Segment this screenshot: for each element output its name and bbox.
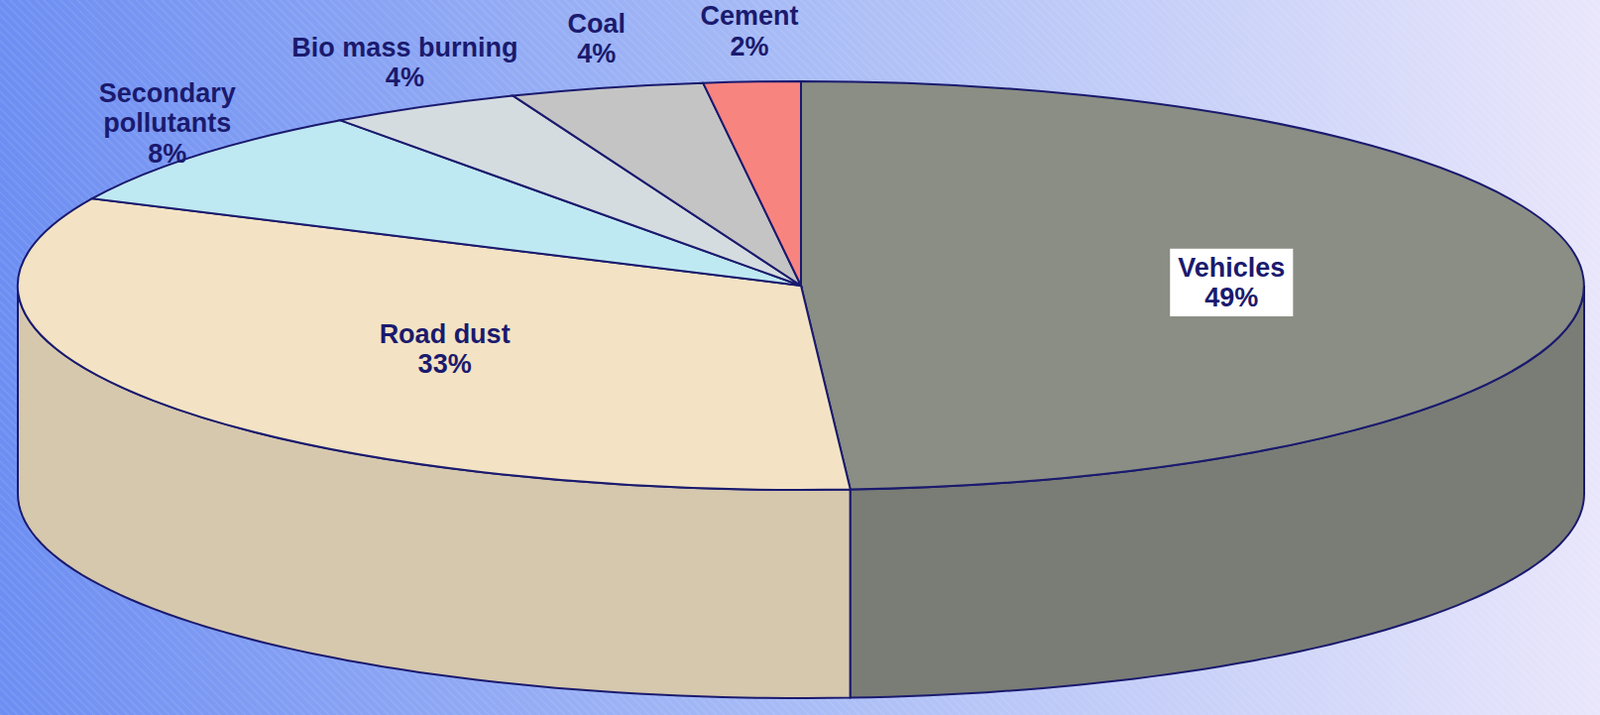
label-text: Cement2% [699,0,799,61]
category-label-line: pollutants [103,108,231,138]
slice-label: Bio mass burning4% [291,32,518,93]
slice-label: Secondarypollutants8% [99,78,236,168]
label-text: Road dust33% [379,319,511,379]
value-label: 2% [729,31,769,62]
slice-label: Road dust33% [379,319,511,379]
label-text: Bio mass burning4% [291,32,518,93]
value-label: 8% [147,138,187,169]
label-text: Coal4% [567,8,626,69]
category-label: Road dust [379,319,511,349]
category-label-line: Secondary [99,78,236,109]
pie-marks [17,81,1585,698]
category-label: Bio mass burning [291,32,518,63]
category-label: Secondarypollutants [99,78,236,138]
value-label: 4% [576,38,616,69]
category-label: Vehicles [1177,252,1285,283]
slice [800,81,1585,490]
slice-label: Cement2% [699,0,799,61]
label-background [1169,248,1293,317]
value-label: 33% [418,348,472,379]
label-text: Vehicles49% [1177,252,1285,313]
chart: Vehicles49% Road dust33% Secondarypollutan… [0,0,1600,715]
category-label: Coal [567,8,626,39]
value-label: 4% [385,62,425,93]
slice-label: Vehicles49% [1169,248,1293,317]
slice [702,81,801,286]
category-label: Cement [699,0,799,31]
pie-top [17,81,1585,490]
labels: Vehicles49% Road dust33% Secondarypollutan… [99,0,1294,379]
slice-label: Coal4% [567,8,626,69]
label-text: Secondarypollutants8% [99,78,236,168]
value-label: 49% [1204,282,1258,313]
